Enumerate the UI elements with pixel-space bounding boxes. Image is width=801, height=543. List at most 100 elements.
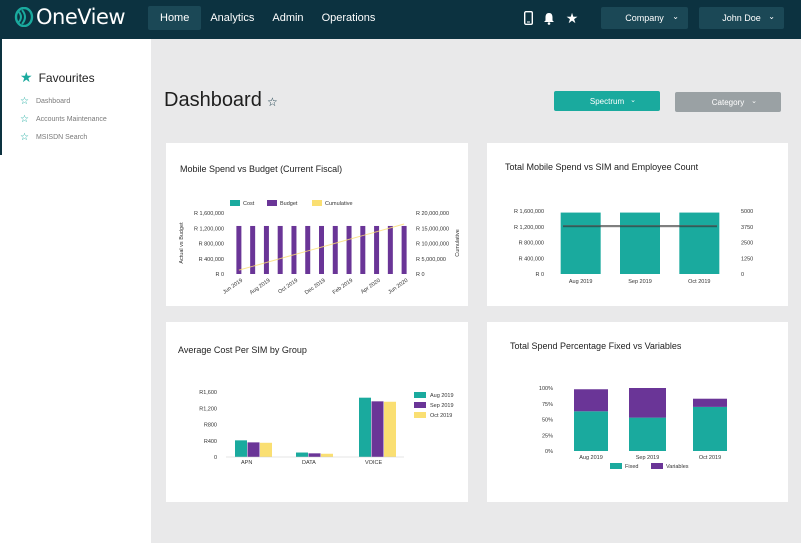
budget-bar [346, 225, 352, 274]
legend-swatch [230, 200, 240, 206]
chevron-down-icon: ⌄ [630, 97, 636, 104]
fixed-bar [629, 417, 666, 451]
y-tick-label: R 800,000 [519, 241, 544, 247]
chart-title: Mobile Spend vs Budget (Current Fiscal) [180, 164, 343, 174]
legend-swatch [610, 463, 622, 469]
star-icon[interactable]: ★ [565, 9, 579, 26]
y-tick-label: R1,200 [199, 406, 217, 412]
nav-home[interactable]: Home [148, 6, 202, 30]
y-tick-label: R 1,200,000 [194, 226, 224, 232]
sidebar-item-msisdn-search[interactable]: ☆ MSISDN Search [20, 132, 87, 143]
sidebar-accent [0, 39, 2, 155]
sidebar-item-label: MSISDN Search [35, 134, 88, 141]
bar-sep-2019 [371, 401, 384, 457]
sidebar-item-accounts-maintenance[interactable]: ☆ Accounts Maintenance [20, 114, 107, 125]
x-tick-label: APN [241, 460, 252, 466]
bar-oct-2019 [384, 401, 396, 457]
category-dropdown[interactable]: Category ⌄ [675, 92, 781, 112]
spectrum-label: Spectrum [589, 96, 625, 106]
bell-icon[interactable] [542, 10, 556, 26]
cumulative-line [238, 223, 405, 271]
y-tick-label: 50% [542, 418, 553, 424]
y-tick-label: 75% [542, 402, 553, 408]
budget-bar [332, 225, 338, 274]
y-tick-label: R 400,000 [519, 256, 544, 262]
card-average-cost-per-sim: Average Cost Per SIM by Group 0 R400 R800 R… [166, 322, 468, 502]
oneview-logo[interactable]: OneView [14, 4, 126, 30]
bar-sep-2019 [308, 453, 321, 457]
y2-tick-label: R 5,000,000 [416, 257, 446, 263]
budget-bar [277, 225, 283, 274]
y-tick-label: 100% [539, 386, 553, 392]
chart-total-mobile-spend: R 0 R 400,000 R 800,000 R 1,200,000 R 1,600,… [514, 209, 753, 285]
y-tick-label: R 0 [215, 272, 224, 278]
budget-bar [387, 225, 393, 274]
budget-bar [401, 225, 407, 274]
chevron-down-icon: ⌄ [751, 98, 757, 105]
legend-swatch [414, 412, 426, 418]
legend-entry: Variables [666, 464, 689, 470]
legend-swatch [414, 402, 426, 408]
user-menu[interactable]: John Doe ⌄ [699, 7, 784, 29]
bar-oct-2019 [260, 442, 272, 457]
y2-tick-label: R 15,000,000 [416, 226, 449, 232]
bar-oct-2019 [321, 453, 333, 457]
bar-sep-2019 [247, 442, 260, 457]
y2-tick-label: 1250 [741, 256, 753, 262]
y-tick-label: R 0 [535, 272, 544, 278]
y-tick-label: 0 [214, 455, 217, 461]
spend-bar [679, 212, 720, 274]
x-tick-label: Feb 2019 [332, 278, 354, 296]
x-tick-label: Dec 2019 [304, 278, 327, 296]
y2-axis-label: Cumulative [455, 229, 461, 257]
x-tick-label: VOICE [365, 460, 382, 466]
spectrum-dropdown[interactable]: Spectrum ⌄ [554, 91, 660, 111]
sidebar-item-label: Dashboard [35, 98, 71, 105]
budget-bar [263, 225, 269, 274]
chart-title: Total Mobile Spend vs SIM and Employee C… [505, 162, 699, 172]
category-label: Category [711, 97, 745, 107]
legend-entry: Cost [243, 201, 255, 207]
y-tick-label: R1,600 [199, 390, 217, 396]
y-tick-label: R 800,000 [199, 242, 224, 248]
y-axis-label: Actual vs Budget [179, 222, 185, 264]
x-tick-label: Oct 2019 [688, 279, 710, 285]
x-tick-label: Aug 2019 [569, 279, 593, 285]
bar-aug-2019 [235, 440, 247, 457]
y-tick-label: R800 [204, 423, 217, 429]
budget-bar [319, 225, 324, 274]
company-select[interactable]: Company ⌄ [601, 7, 688, 29]
y-tick-label: R 1,600,000 [194, 211, 224, 217]
x-tick-label: Sep 2019 [636, 455, 660, 461]
favourites-title: Favourites [38, 70, 95, 85]
y2-tick-label: R 0 [416, 272, 425, 278]
x-tick-label: Jun 2019 [222, 278, 244, 296]
legend-swatch [414, 392, 426, 398]
mobile-icon[interactable] [521, 10, 535, 26]
sidebar-item-dashboard[interactable]: ☆ Dashboard [20, 96, 70, 107]
star-icon: ★ [20, 69, 33, 85]
sidebar [0, 39, 151, 543]
sidebar-item-label: Accounts Maintenance [35, 116, 107, 123]
legend-swatch [312, 200, 322, 206]
bar-aug-2019 [359, 397, 371, 457]
legend-entry: Budget [280, 201, 298, 207]
y2-tick-label: 0 [741, 272, 744, 278]
y-tick-label: 25% [542, 433, 553, 439]
page-title: Dashboard [164, 89, 262, 111]
budget-bar [250, 225, 256, 274]
x-tick-label: Sep 2019 [628, 279, 652, 285]
nav-operations[interactable]: Operations [321, 12, 376, 24]
chart-spend-fixed-vs-variables: 0% 25% 50% 75% 100% Aug 2019 Sep 2019 Oct 2019 F… [539, 386, 727, 470]
budget-bar [236, 225, 242, 274]
favourite-star-icon[interactable]: ☆ [267, 95, 278, 109]
x-tick-label: Aug 2019 [249, 278, 272, 296]
nav-admin[interactable]: Admin [272, 12, 304, 24]
star-outline-icon: ☆ [20, 96, 29, 107]
legend-entry: Sep 2019 [430, 403, 454, 409]
card-total-mobile-spend: Total Mobile Spend vs SIM and Employee C… [487, 143, 788, 306]
logo-icon [14, 7, 34, 27]
x-tick-label: DATA [302, 460, 316, 466]
nav-analytics[interactable]: Analytics [210, 12, 255, 24]
x-tick-label: Aug 2019 [579, 455, 603, 461]
